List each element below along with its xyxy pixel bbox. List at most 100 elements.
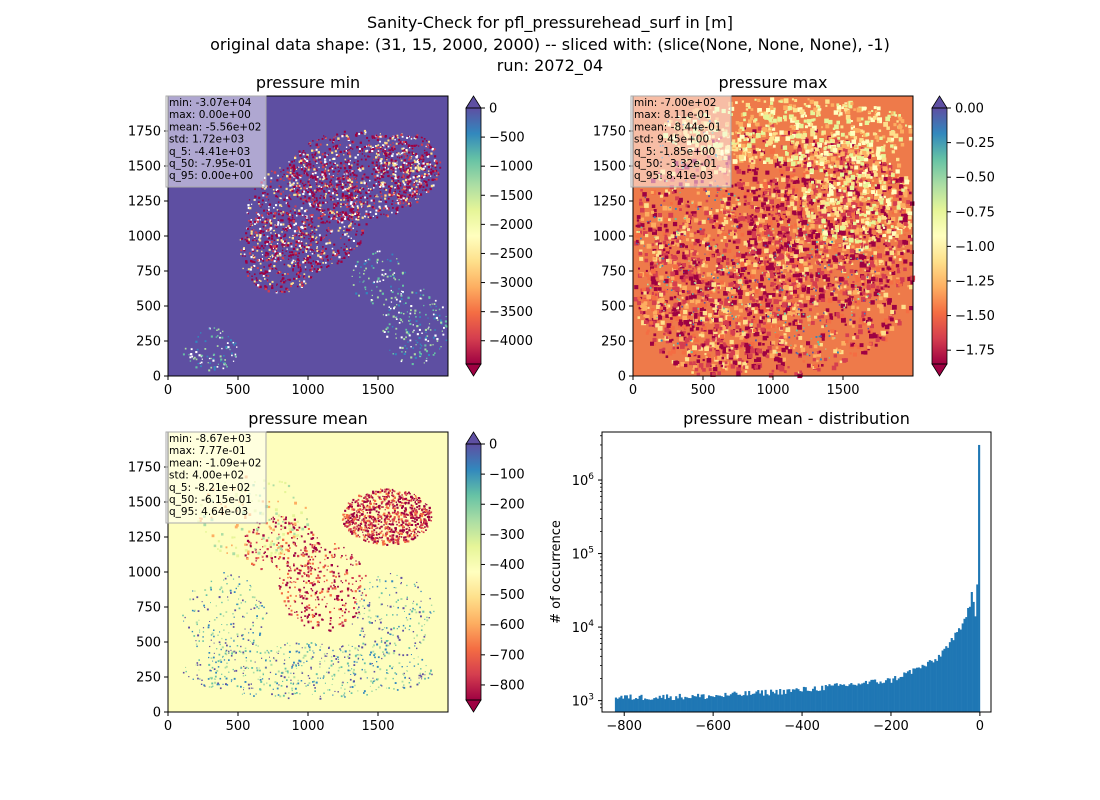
histogram-bar [837,685,840,712]
y-tick-label: 103 [572,693,594,710]
histogram-bar [883,682,886,712]
histogram-bar [850,683,853,712]
histogram-bar [757,690,760,712]
histogram-bar [735,692,738,712]
x-tick-label: −600 [695,719,731,734]
stats-line: std: 4.00e+02 [169,470,244,482]
stats-box [630,95,732,188]
histogram-bar [939,656,942,712]
histogram-bar [771,691,774,712]
stats-line: mean: -5.56e+02 [169,121,261,133]
histogram-bar [947,647,950,712]
histogram-bar [782,689,785,712]
y-tick-label: 106 [572,472,595,489]
figure-title-line-2: original data shape: (31, 15, 2000, 2000… [210,35,890,54]
x-tick-label: 1000 [291,719,324,734]
stats-line: max: 7.77e-01 [169,445,246,457]
histogram-bar [724,692,727,712]
figure-title-line-1: Sanity-Check for pfl_pressurehead_surf i… [367,13,733,32]
histogram-bar [634,698,638,712]
histogram-bar [908,670,911,712]
histogram-bar [866,684,869,712]
stats-line: max: 0.00e+00 [169,109,251,121]
colorbar-tick-label: −3500 [489,305,533,320]
histogram-bar [815,690,818,712]
map-panel-3: pressure mean 0 500 1000 1500 0 250 500 750 1000 1… [128,409,525,734]
stats-line: std: 9.45e+00 [634,134,709,146]
histogram-bar [928,660,931,712]
histogram-bar [770,689,773,712]
histogram-bar [722,697,725,712]
histogram-bar [956,632,959,712]
stats-box [165,431,267,524]
colorbar [466,108,481,364]
histogram-bar [810,691,813,712]
histogram-bar [937,654,941,712]
colorbar-tick-label: −500 [489,131,525,146]
colorbar-tick-label: −3000 [489,276,533,291]
histogram-bar [702,694,705,712]
histogram-bar [875,682,878,712]
y-tick-label: 1250 [593,195,626,210]
histogram-bar [675,696,678,712]
histogram-bar [830,685,833,712]
histogram-bar [916,667,919,712]
colorbar-tick-label: −400 [489,558,525,573]
histogram-bar [669,696,672,712]
colorbar-tick-label: −4000 [489,334,533,349]
stats-line: q_95: 0.00e+00 [169,170,253,182]
x-tick-label: 0 [976,719,984,734]
histogram-bar [762,695,765,712]
histogram-bar [861,683,864,712]
histogram-bar [788,689,791,712]
colorbar-tick-label: −1.75 [955,344,995,359]
histogram-bar [797,689,800,712]
histogram-bar [684,696,687,712]
histogram-bar [941,650,944,712]
x-tick-label: 0 [164,383,172,398]
y-tick-label: 1750 [593,125,626,140]
colorbar-tick-label: −2500 [489,247,533,262]
histogram-bars [614,444,981,712]
histogram-bar [813,686,816,712]
histogram-bar [766,694,769,712]
y-tick-label: 250 [136,335,161,350]
histogram-bar [795,688,798,712]
histogram-bar [660,697,663,712]
y-tick-label: 1750 [128,125,161,140]
histogram-bar [656,698,659,712]
histogram-bar [930,660,933,712]
histogram-bar [846,686,849,712]
y-tick-label: 750 [136,265,161,280]
histogram-bar [695,696,698,712]
colorbar-tick-label: 0.00 [955,102,984,117]
histogram-bar [687,698,691,712]
histogram-bar [749,694,753,712]
histogram-bar [863,682,866,712]
map-texture [182,475,435,700]
histogram-bar [932,662,935,712]
histogram-bar [972,601,975,712]
histogram-bar [746,695,749,712]
y-tick-label: 250 [601,335,626,350]
colorbar-tick-label: −300 [489,528,525,543]
histogram-bar [790,691,793,712]
histogram-bar [718,695,722,712]
histogram-bar [618,697,621,712]
histogram-bar [655,697,658,712]
histogram-bar [806,690,809,712]
stats-line: q_5: -4.41e+03 [169,146,250,158]
histogram-bar [912,668,915,712]
histogram-bar [877,683,880,712]
y-axis-label: # of occurrence [549,520,564,624]
y-tick-label: 1250 [128,531,161,546]
histogram-bar [978,444,981,712]
histogram-bar [888,678,891,712]
histogram-bar [737,694,740,712]
x-tick-label: 1500 [361,719,394,734]
stats-line: min: -7.00e+02 [634,97,716,109]
histogram-bar [625,695,628,712]
histogram-bar [786,689,789,712]
histogram-bar [905,673,908,712]
histogram-bar [779,689,782,712]
